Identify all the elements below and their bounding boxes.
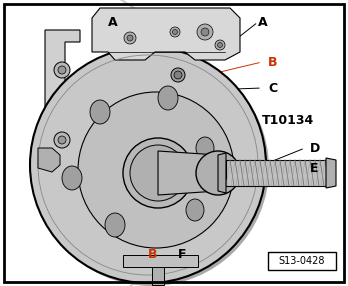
Text: E: E	[310, 162, 318, 174]
Ellipse shape	[196, 137, 214, 159]
Circle shape	[58, 136, 66, 144]
Ellipse shape	[62, 166, 82, 190]
Circle shape	[54, 62, 70, 78]
Polygon shape	[45, 30, 80, 200]
Circle shape	[124, 32, 136, 44]
Text: B: B	[268, 55, 277, 69]
Polygon shape	[158, 151, 218, 195]
Circle shape	[54, 132, 70, 148]
Polygon shape	[218, 153, 226, 193]
Text: B: B	[148, 247, 158, 261]
Circle shape	[123, 138, 193, 208]
Circle shape	[78, 92, 234, 248]
Ellipse shape	[105, 213, 125, 237]
Ellipse shape	[158, 86, 178, 110]
Circle shape	[173, 29, 177, 35]
Text: A: A	[258, 15, 268, 29]
Polygon shape	[38, 148, 60, 172]
Circle shape	[174, 71, 182, 79]
Bar	[152, 265, 164, 285]
Polygon shape	[123, 255, 198, 267]
Circle shape	[170, 27, 180, 37]
Circle shape	[30, 47, 266, 283]
Circle shape	[171, 68, 185, 82]
Circle shape	[201, 28, 209, 36]
Circle shape	[196, 151, 240, 195]
Circle shape	[130, 145, 186, 201]
Circle shape	[215, 40, 225, 50]
Circle shape	[128, 143, 188, 203]
FancyBboxPatch shape	[268, 252, 336, 270]
Ellipse shape	[186, 199, 204, 221]
Circle shape	[218, 43, 222, 47]
Text: A: A	[108, 15, 118, 29]
Circle shape	[58, 66, 66, 74]
Text: C: C	[268, 82, 277, 94]
Text: T10134: T10134	[262, 114, 314, 126]
Text: D: D	[310, 142, 320, 154]
Text: F: F	[178, 247, 187, 261]
Polygon shape	[226, 160, 328, 186]
Circle shape	[197, 24, 213, 40]
Text: S13-0428: S13-0428	[279, 256, 325, 266]
Circle shape	[33, 50, 269, 286]
Ellipse shape	[90, 100, 110, 124]
Circle shape	[127, 35, 133, 41]
Polygon shape	[326, 158, 336, 188]
Polygon shape	[92, 8, 240, 60]
